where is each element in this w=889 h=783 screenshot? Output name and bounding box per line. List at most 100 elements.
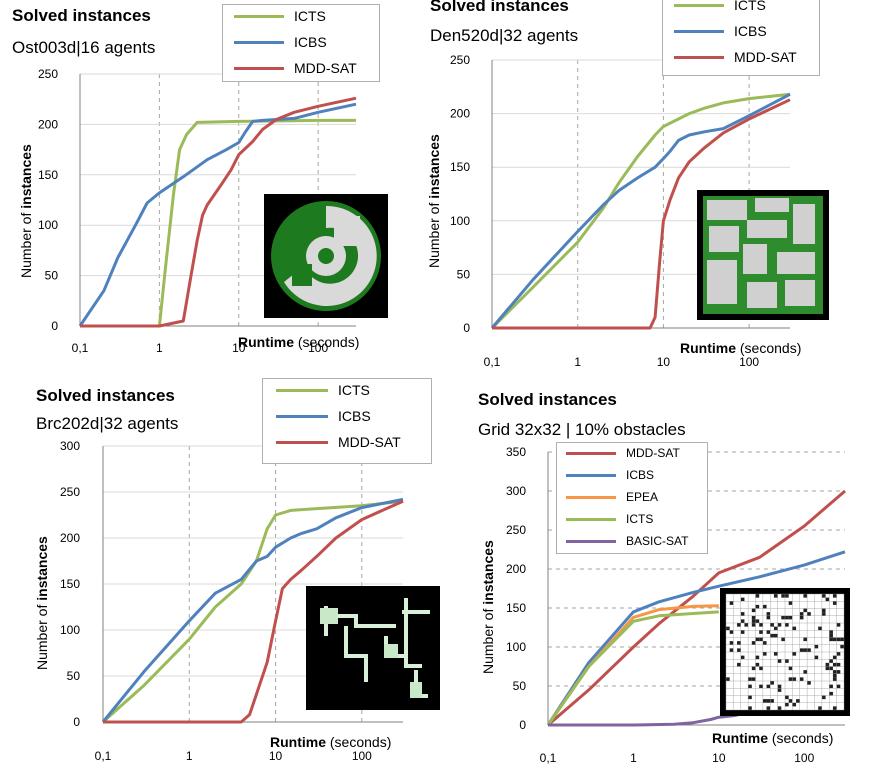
legend-label: EPEA (626, 490, 659, 504)
y-tick-label: 200 (60, 531, 80, 545)
series-line-icbs (101, 497, 404, 723)
legend-swatch (234, 66, 284, 70)
y-tick-label: 100 (38, 218, 58, 232)
y-tick-label: 150 (450, 160, 470, 174)
chart3-plot: 0 50 100 150 200 250 300 0,1 1 10 100 (60, 439, 404, 763)
legend-item-icbs: ICBS (234, 34, 327, 50)
legend-label: MDD-SAT (338, 434, 401, 450)
chart2-subtitle: Den520d|32 agents (430, 26, 579, 45)
legend-item-mdd-sat: MDD-SAT (674, 49, 797, 65)
y-tick-label: 100 (506, 640, 526, 654)
legend-label: ICTS (338, 382, 370, 398)
legend-item-mdd-sat: MDD-SAT (276, 434, 401, 450)
x-tick-label: 10 (232, 341, 246, 355)
y-tick-label: 50 (457, 267, 471, 281)
y-tick-label: 0 (519, 718, 526, 732)
y-tick-label: 50 (513, 679, 527, 693)
y-tick-label: 300 (506, 484, 526, 498)
legend-item-icbs: ICBS (276, 408, 371, 424)
y-tick-label: 150 (506, 601, 526, 615)
chart4-subtitle: Grid 32x32 | 10% obstacles (478, 420, 686, 439)
series-line-mdd-sat (547, 489, 846, 727)
y-tick-label: 0 (51, 319, 58, 333)
legend-label: ICTS (734, 0, 766, 13)
x-tick-label: 100 (739, 355, 759, 369)
series-line-mdd-sat (492, 98, 791, 330)
legend-swatch (566, 451, 616, 455)
y-tick-label: 250 (450, 53, 470, 67)
y-tick-label: 0 (463, 321, 470, 335)
legend-swatch (566, 473, 616, 477)
y-tick-label: 250 (60, 485, 80, 499)
chart1-subtitle: Ost003d|16 agents (12, 38, 156, 57)
chart4-title: Solved instances (478, 390, 617, 409)
legend-label: ICBS (294, 34, 327, 50)
chart2-xlabel: Runtime (seconds) (680, 340, 802, 356)
legend-item-epea: EPEA (566, 490, 658, 504)
x-tick-label: 0,1 (72, 341, 89, 355)
y-tick-label: 300 (60, 439, 80, 453)
x-tick-label: 100 (352, 749, 372, 763)
x-tick-label: 1 (630, 751, 637, 765)
x-tick-label: 10 (712, 751, 726, 765)
series-line-icts (490, 92, 791, 330)
legend-item-icts: ICTS (566, 512, 653, 526)
y-tick-label: 0 (73, 715, 80, 729)
legend-label: ICTS (626, 512, 654, 526)
y-tick-label: 150 (60, 577, 80, 591)
series-line-epea (546, 604, 719, 726)
y-tick-label: 250 (506, 523, 526, 537)
ost003d-map-icon (264, 194, 388, 318)
chart3-legend (262, 378, 432, 464)
chart3-subtitle: Brc202d|32 agents (36, 414, 179, 433)
y-tick-label: 150 (38, 168, 58, 182)
x-tick-label: 1 (186, 749, 193, 763)
legend-label: ICBS (626, 468, 655, 482)
series-line-icbs (546, 550, 846, 726)
legend-swatch (674, 3, 724, 7)
chart3-title: Solved instances (36, 386, 175, 405)
legend-item-mdd-sat: MDD-SAT (566, 446, 680, 460)
legend-swatch (234, 40, 284, 44)
legend-swatch (234, 14, 284, 18)
y-tick-label: 100 (450, 214, 470, 228)
chart4-xlabel: Runtime (seconds) (712, 730, 834, 746)
y-tick-label: 100 (60, 623, 80, 637)
brc202d-map-icon (306, 586, 440, 710)
legend-item-mdd-sat: MDD-SAT (234, 60, 357, 76)
legend-swatch (276, 414, 328, 418)
series-line-basic-sat (548, 711, 745, 727)
legend-swatch (566, 495, 616, 499)
legend-swatch (276, 440, 328, 444)
chart2-legend (662, 0, 820, 76)
y-tick-label: 200 (38, 117, 58, 131)
grid32-map-icon (720, 588, 850, 716)
series-line-icts (80, 118, 356, 328)
x-tick-label: 10 (657, 355, 671, 369)
x-tick-label: 0,1 (484, 355, 501, 369)
x-tick-label: 1 (156, 341, 163, 355)
x-tick-label: 100 (794, 751, 814, 765)
legend-swatch (276, 388, 328, 392)
legend-item-icbs: ICBS (566, 468, 654, 482)
legend-label: ICBS (338, 408, 371, 424)
series-line-icts (102, 499, 404, 724)
legend-label: MDD-SAT (734, 49, 797, 65)
legend-item-icts: ICTS (234, 8, 326, 24)
y-tick-label: 50 (45, 269, 59, 283)
legend-label: MDD-SAT (626, 446, 680, 460)
x-tick-label: 100 (308, 341, 328, 355)
legend-label: ICBS (734, 23, 767, 39)
y-tick-label: 350 (506, 445, 526, 459)
legend-item-icts: ICTS (674, 0, 766, 13)
x-tick-label: 10 (269, 749, 283, 763)
legend-label: ICTS (294, 8, 326, 24)
legend-label: MDD-SAT (294, 60, 357, 76)
legend-item-icts: ICTS (276, 382, 370, 398)
y-tick-label: 250 (38, 67, 58, 81)
x-tick-label: 0,1 (540, 751, 557, 765)
legend-label: BASIC-SAT (626, 534, 689, 548)
chart1-title: Solved instances (12, 6, 151, 25)
series-line-mdd-sat (103, 499, 404, 724)
series-line-mdd-sat (80, 96, 357, 328)
